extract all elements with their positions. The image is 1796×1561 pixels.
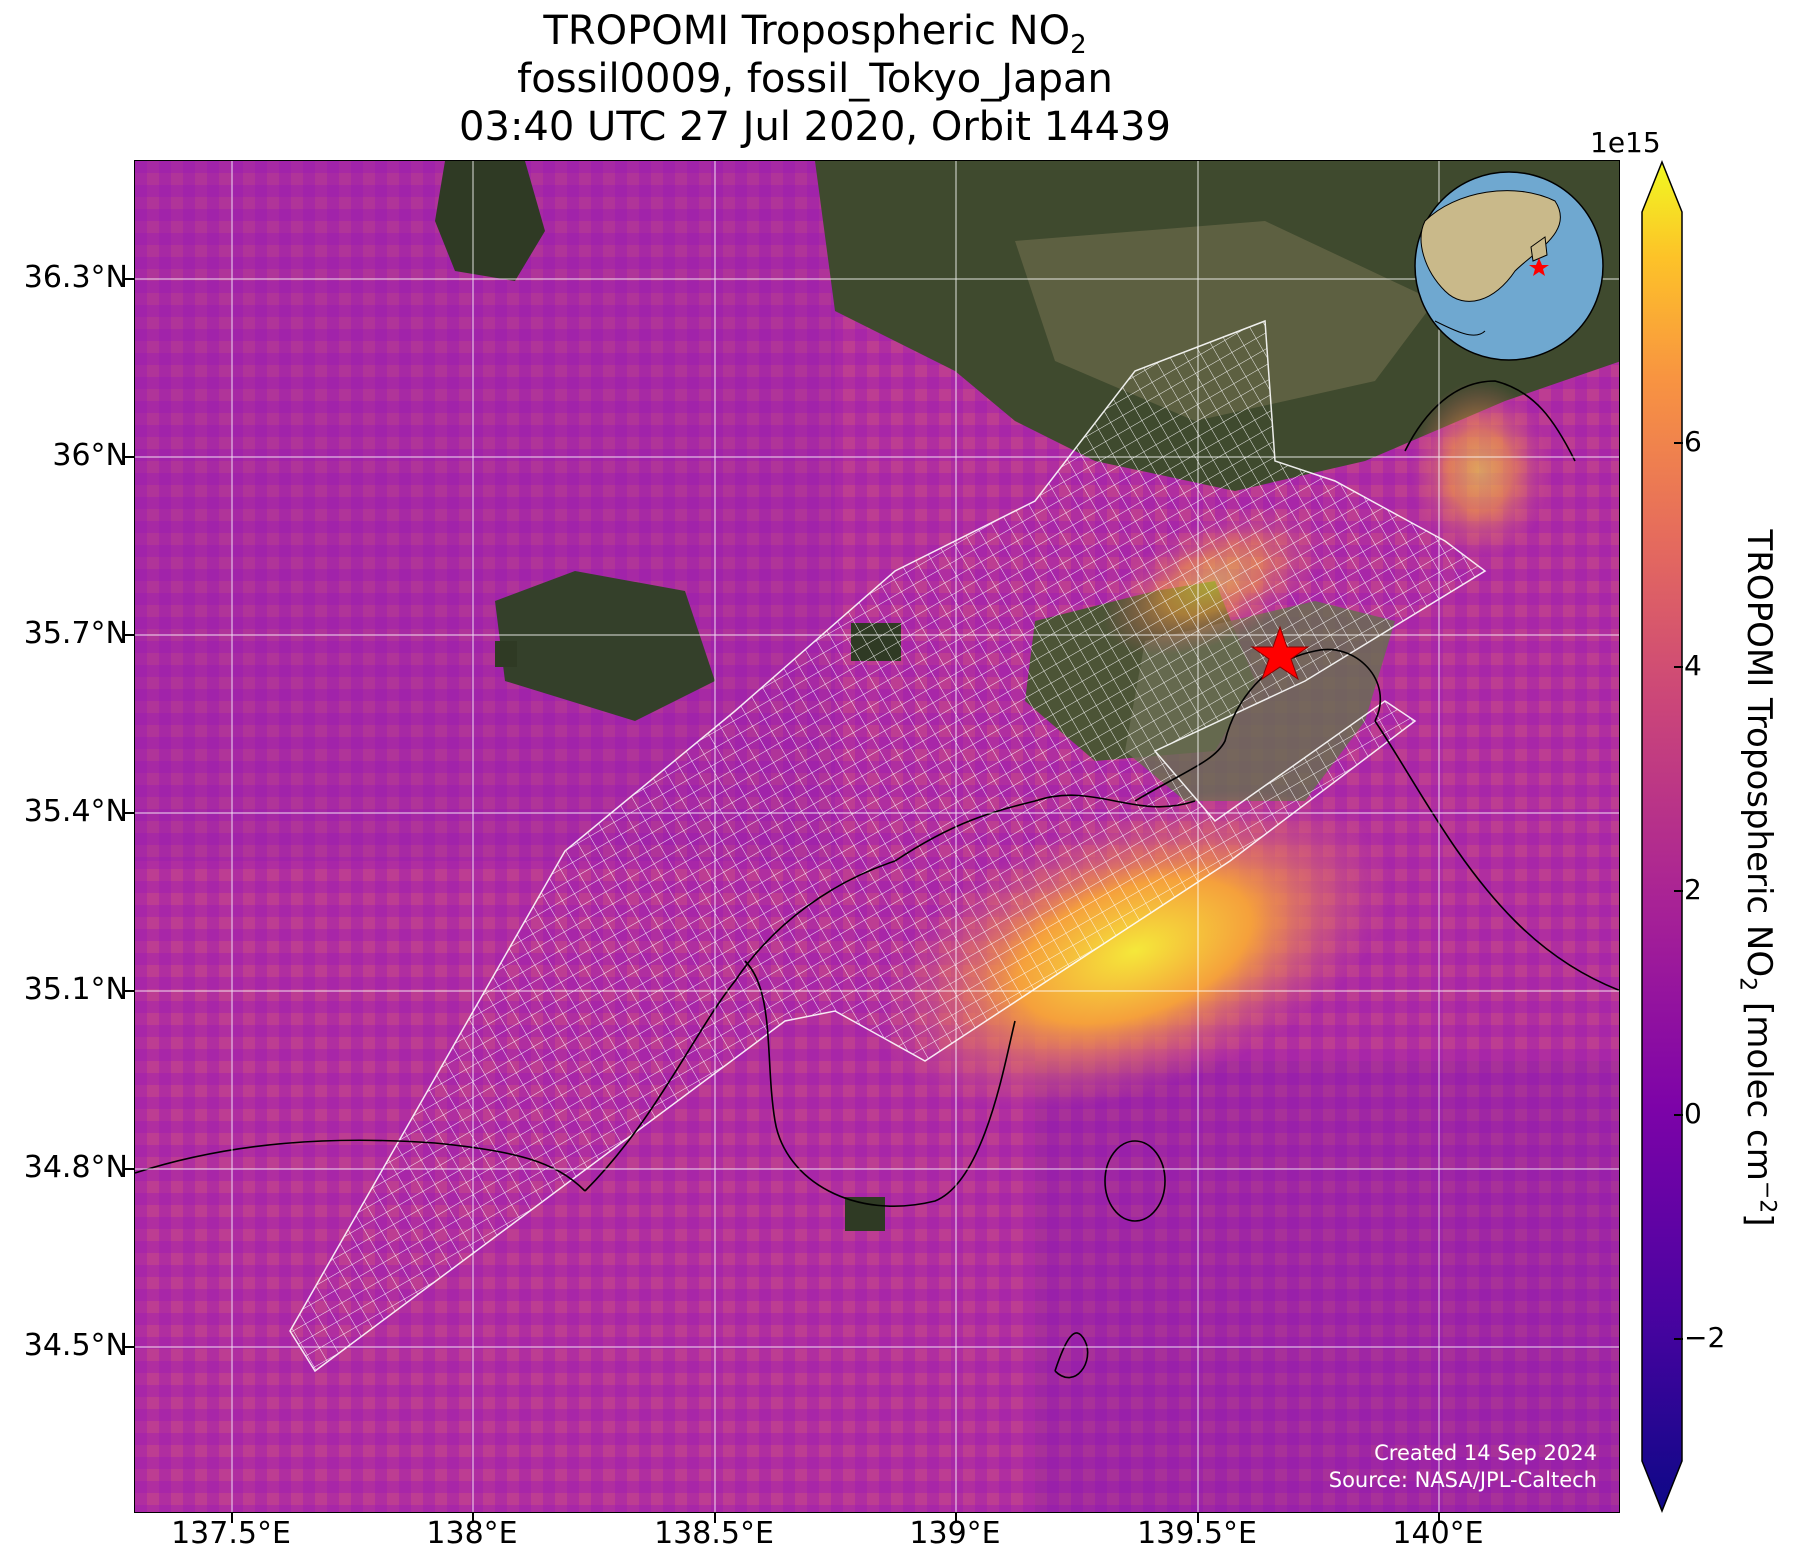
colorbar-tick-neg2: −2 [1684, 1321, 1726, 1354]
globe-locator-inset [1414, 171, 1604, 361]
lon-tick-140: 140°E [1392, 1516, 1484, 1551]
no2-map: Created 14 Sep 2024 Source: NASA/JPL-Cal… [134, 160, 1620, 1513]
lat-tick-36.3: 36.3°N [23, 260, 128, 295]
lat-tickmark [124, 1346, 134, 1348]
globe-star-icon [1529, 258, 1549, 276]
lon-tick-137.5: 137.5°E [171, 1516, 291, 1551]
lat-tick-35.1: 35.1°N [23, 972, 128, 1007]
lat-tick-34.8: 34.8°N [23, 1150, 128, 1185]
lat-tickmark [124, 990, 134, 992]
target-star-marker [1250, 625, 1310, 681]
created-date: Created 14 Sep 2024 [1374, 1441, 1597, 1465]
colorbar-gradient [1641, 160, 1683, 1513]
lon-tickmark [714, 1513, 716, 1523]
lat-tickmark [124, 1168, 134, 1170]
lon-tick-138.5: 138.5°E [654, 1516, 774, 1551]
colorbar-tick-4: 4 [1684, 649, 1702, 682]
data-source: Source: NASA/JPL-Caltech [1328, 1468, 1597, 1492]
lat-tick-35.4: 35.4°N [23, 794, 128, 829]
colorbar-exponent: 1e15 [1590, 126, 1661, 159]
lat-tick-36: 36°N [52, 438, 128, 473]
colorbar-tickmark [1674, 1338, 1683, 1340]
lon-tickmark [1197, 1513, 1199, 1523]
lon-tick-138: 138°E [426, 1516, 518, 1551]
colorbar-tickmark [1674, 666, 1683, 668]
lat-tickmark [124, 278, 134, 280]
lat-tick-34.5: 34.5°N [23, 1328, 128, 1363]
lat-tickmark [124, 456, 134, 458]
colorbar-tickmark [1674, 890, 1683, 892]
colorbar-tick-0: 0 [1684, 1097, 1702, 1130]
lat-tickmark [124, 634, 134, 636]
lon-tickmark [955, 1513, 957, 1523]
colorbar-label: TROPOMI Tropospheric NO2 [molec cm−2] [1734, 529, 1780, 1227]
colorbar-tick-6: 6 [1684, 425, 1702, 458]
map-canvas [135, 161, 1619, 1512]
lon-tick-139: 139°E [909, 1516, 1001, 1551]
lat-tick-35.7: 35.7°N [23, 616, 128, 651]
credits: Created 14 Sep 2024 Source: NASA/JPL-Cal… [1329, 1440, 1597, 1494]
colorbar-tickmark [1674, 442, 1683, 444]
title-line-2: fossil0009, fossil_Tokyo_Japan [517, 56, 1113, 102]
colorbar [1641, 160, 1683, 1513]
title-line-3: 03:40 UTC 27 Jul 2020, Orbit 14439 [459, 104, 1171, 150]
colorbar-tick-2: 2 [1684, 873, 1702, 906]
lon-tickmark [1438, 1513, 1440, 1523]
colorbar-tickmark [1674, 1114, 1683, 1116]
graticule [135, 161, 1619, 1512]
lat-tickmark [124, 812, 134, 814]
plume-footprint-grid [289, 319, 1487, 1373]
lon-tickmark [472, 1513, 474, 1523]
lon-tick-139.5: 139.5°E [1137, 1516, 1257, 1551]
title-line-1: TROPOMI Tropospheric NO2 [543, 8, 1087, 60]
lon-tickmark [231, 1513, 233, 1523]
